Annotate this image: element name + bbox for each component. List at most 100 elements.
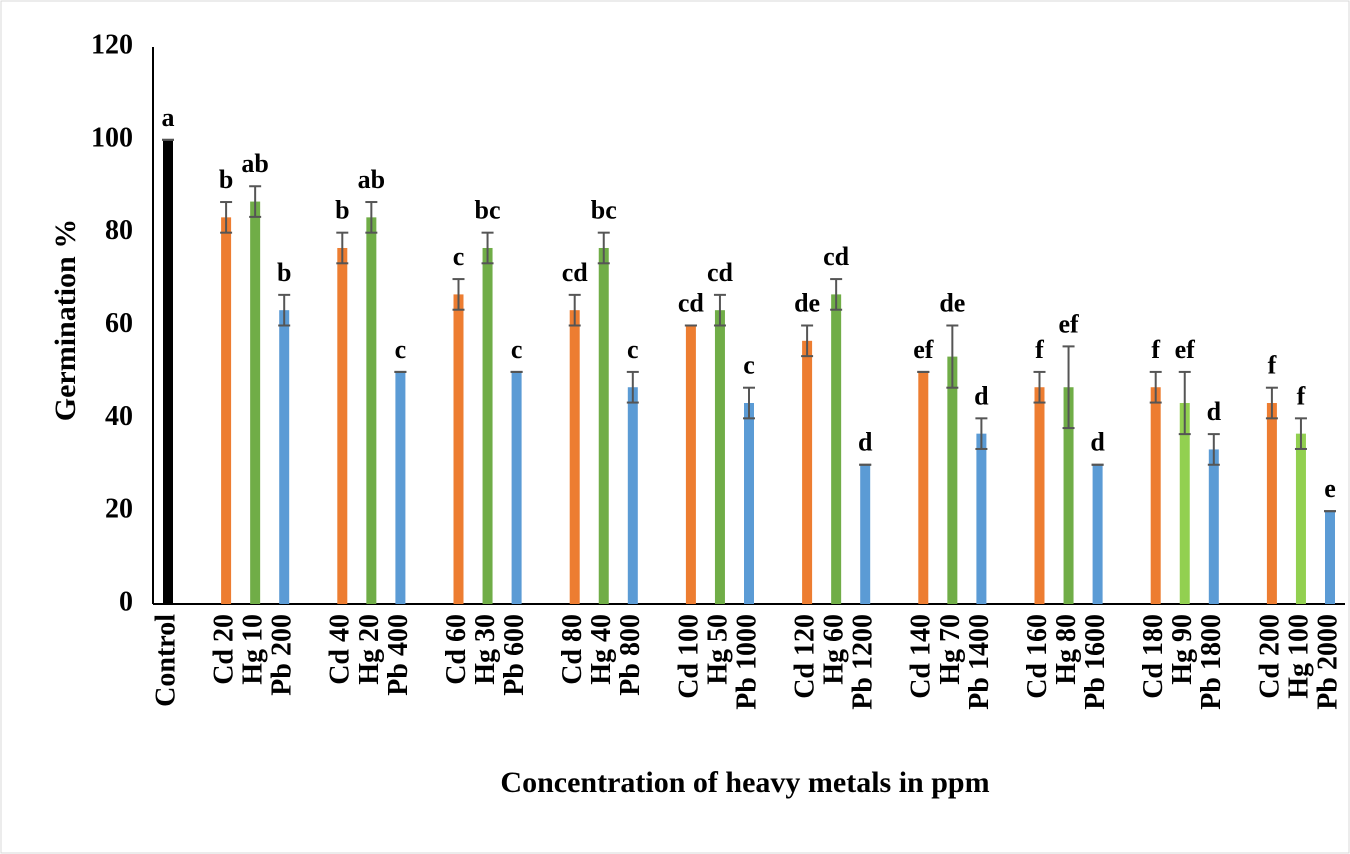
- significance-letter: ef: [1058, 309, 1079, 338]
- significance-letter: c: [511, 335, 523, 364]
- bar: [976, 433, 987, 604]
- significance-letter: de: [939, 288, 965, 317]
- y-axis-label: Germination %: [49, 219, 82, 422]
- x-tick-label: Cd 140: [906, 614, 937, 699]
- significance-letter: d: [1207, 397, 1222, 426]
- significance-letter: bc: [591, 196, 617, 225]
- bar: [163, 139, 173, 605]
- significance-letter: de: [794, 288, 820, 317]
- bar: [1092, 464, 1103, 604]
- x-tick-label: Pb 1200: [848, 614, 879, 710]
- bar: [366, 217, 377, 604]
- x-tick-label: Cd 100: [673, 614, 704, 699]
- x-tick-label: Hg 90: [1167, 614, 1198, 685]
- significance-letter: f: [1151, 335, 1160, 364]
- bar: [337, 247, 348, 604]
- bar: [918, 371, 929, 604]
- x-tick-label: Hg 30: [470, 614, 501, 685]
- x-tick-label: Hg 80: [1051, 614, 1082, 685]
- x-tick-label: Pb 200: [267, 614, 298, 696]
- x-tick-label: Cd 120: [790, 614, 821, 699]
- significance-letter: bc: [475, 196, 501, 225]
- x-tick-label: Cd 200: [1254, 614, 1285, 699]
- x-tick-label: Cd 20: [209, 614, 240, 685]
- significance-letter: e: [1324, 474, 1336, 503]
- y-tick-label: 60: [105, 308, 133, 339]
- bar: [221, 217, 232, 604]
- x-tick-label: Control: [150, 614, 181, 707]
- significance-letter: cd: [562, 258, 589, 287]
- x-tick-label: Hg 100: [1283, 614, 1314, 699]
- bar: [1179, 403, 1190, 604]
- x-tick-label: Pb 800: [615, 614, 646, 696]
- significance-letter: b: [219, 165, 233, 194]
- y-tick-label: 40: [105, 401, 133, 432]
- bar: [685, 325, 696, 604]
- bar: [1325, 511, 1335, 604]
- bar: [947, 356, 958, 604]
- significance-letter: c: [743, 351, 755, 380]
- bar: [802, 340, 813, 604]
- x-tick-label: Cd 80: [557, 614, 588, 685]
- x-tick-label: Pb 2000: [1312, 614, 1343, 710]
- x-tick-label: Cd 180: [1138, 614, 1169, 699]
- bar: [744, 403, 754, 604]
- x-tick-label: Pb 1800: [1196, 614, 1227, 710]
- bar: [1063, 387, 1074, 604]
- x-tick-label: Hg 60: [819, 614, 850, 685]
- y-tick-label: 20: [105, 494, 133, 525]
- bar: [569, 310, 580, 604]
- bar: [627, 387, 638, 604]
- significance-letter: ab: [358, 165, 385, 194]
- bar: [1266, 403, 1277, 604]
- significance-letter: d: [974, 381, 989, 410]
- bar: [1150, 387, 1161, 604]
- significance-letter: c: [453, 242, 465, 271]
- significance-letter: f: [1268, 351, 1277, 380]
- significance-letter: d: [1090, 428, 1105, 457]
- y-tick-label: 80: [105, 215, 133, 246]
- x-tick-label: Pb 600: [499, 614, 530, 696]
- significance-letter: c: [627, 335, 639, 364]
- significance-letter: ab: [241, 149, 268, 178]
- significance-letter: b: [277, 258, 291, 287]
- significance-letter: f: [1035, 335, 1044, 364]
- bar: [453, 294, 464, 604]
- y-tick-label: 120: [91, 29, 133, 60]
- bar: [831, 294, 842, 604]
- bar: [395, 371, 406, 604]
- x-tick-label: Hg 40: [586, 614, 617, 685]
- significance-letter: c: [395, 335, 407, 364]
- significance-letter: d: [858, 428, 873, 457]
- x-tick-label: Cd 60: [441, 614, 472, 685]
- significance-letter: cd: [823, 242, 850, 271]
- x-tick-label: Cd 160: [1022, 614, 1053, 699]
- x-tick-label: Hg 70: [935, 614, 966, 685]
- x-tick-label: Hg 20: [354, 614, 385, 685]
- bar: [250, 201, 261, 604]
- bar: [860, 464, 871, 604]
- bar: [511, 371, 522, 604]
- x-tick-label: Cd 40: [325, 614, 356, 685]
- x-tick-label: Pb 1400: [964, 614, 995, 710]
- significance-letter: cd: [707, 258, 734, 287]
- y-tick-label: 100: [91, 122, 133, 153]
- x-axis-label: Concentration of heavy metals in ppm: [500, 766, 989, 799]
- bar: [1034, 387, 1045, 604]
- significance-letter: f: [1297, 381, 1306, 410]
- x-tick-label: Hg 10: [238, 614, 269, 685]
- bar: [1208, 449, 1219, 604]
- x-tick-label: Pb 400: [383, 614, 414, 696]
- bar: [279, 310, 290, 604]
- x-tick-label: Pb 1000: [731, 614, 762, 710]
- significance-letter: a: [162, 103, 175, 132]
- y-tick-label: 0: [119, 586, 133, 617]
- bar: [598, 247, 609, 604]
- significance-letter: ef: [1175, 335, 1196, 364]
- x-tick-label: Pb 1600: [1080, 614, 1111, 710]
- bar: [482, 247, 493, 604]
- significance-letter: ef: [913, 335, 934, 364]
- x-tick-label: Hg 50: [702, 614, 733, 685]
